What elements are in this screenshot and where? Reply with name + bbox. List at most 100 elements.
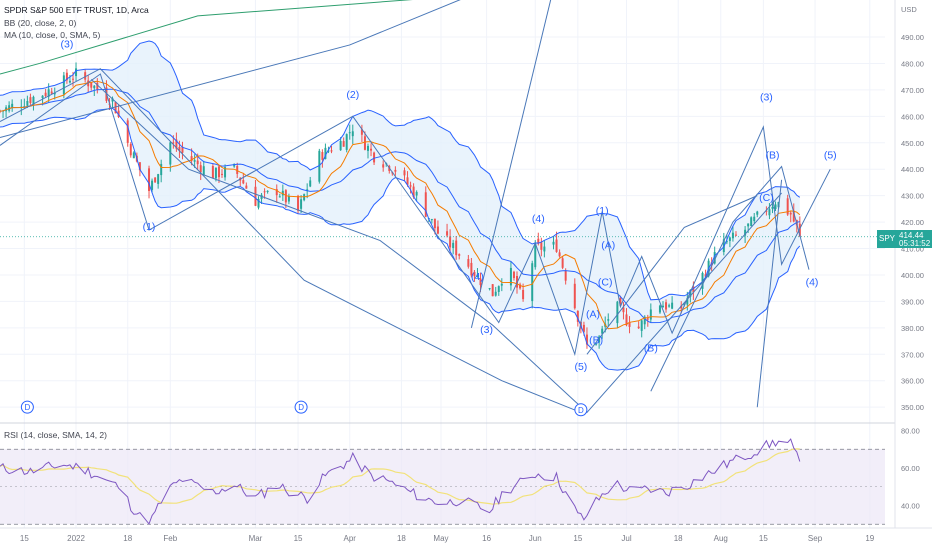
candle-body (300, 199, 303, 209)
candle (446, 223, 449, 238)
rsi-legend[interactable]: RSI (14, close, SMA, 14, 2) (4, 430, 107, 440)
candle-body (731, 232, 734, 239)
candle-body (242, 180, 245, 184)
dividend-marker-label: D (24, 403, 30, 412)
candle-body (689, 289, 692, 297)
candle (765, 206, 768, 216)
candle (160, 159, 163, 183)
candle-body (360, 129, 363, 135)
candle (728, 236, 731, 248)
wave-lines (0, 0, 831, 414)
candle-body (455, 240, 458, 256)
candle (360, 124, 363, 143)
wave-label: (B) (589, 335, 603, 347)
candle-body (671, 302, 674, 309)
bollinger-legend[interactable]: BB (20, close, 2, 0) (4, 18, 77, 28)
candle (789, 210, 792, 223)
candle-body (8, 105, 11, 111)
dividend-marker-label: D (578, 406, 584, 415)
time-tick-label: May (433, 534, 448, 543)
candle-body (573, 283, 576, 309)
chart-title[interactable]: SPDR S&P 500 ETF TRUST, 1D, Arca (4, 5, 149, 15)
candle (665, 299, 668, 313)
candle-body (403, 170, 406, 176)
candle (394, 166, 397, 176)
candle-body (436, 226, 439, 234)
candle-body (725, 241, 728, 243)
candle-body (519, 284, 522, 289)
wave-label: (5) (574, 361, 587, 373)
candle-body (321, 152, 324, 160)
candle (750, 216, 753, 227)
price-tick-label: 350.00 (901, 403, 924, 412)
dividend-marker: D (294, 400, 308, 414)
candle-body (236, 165, 239, 174)
candle-body (792, 210, 795, 222)
bollinger-lower-line (0, 107, 801, 371)
candle-body (470, 262, 473, 276)
candle-body (263, 191, 266, 193)
candle-body (534, 242, 537, 268)
candle (202, 160, 205, 177)
candle-body (138, 162, 141, 171)
wave-label: (1) (143, 221, 156, 233)
candle-body (771, 206, 774, 209)
candle-body (680, 305, 683, 309)
wave-label: (B) (765, 150, 779, 162)
candle-body (382, 164, 385, 168)
candle-body (373, 152, 376, 163)
candle-body (668, 305, 671, 307)
candle (458, 253, 461, 260)
candle-body (467, 259, 470, 267)
candle (348, 124, 351, 140)
candle (366, 143, 369, 159)
candle-body (75, 68, 78, 77)
candle (309, 176, 312, 188)
wave-line (650, 165, 810, 392)
candle-body (734, 234, 737, 236)
candle (768, 203, 771, 220)
candle-body (93, 85, 96, 89)
candle (87, 75, 90, 93)
candle-body (327, 150, 330, 152)
candle-body (640, 320, 643, 331)
time-tick-label: 2022 (67, 534, 85, 543)
candle-body (65, 72, 68, 81)
candle-body (41, 95, 44, 99)
candle (96, 78, 99, 94)
candle (284, 189, 287, 208)
candle-body (576, 310, 579, 322)
price-tick-label: 470.00 (901, 86, 924, 95)
candle (668, 303, 671, 308)
candle (622, 302, 625, 320)
candle-body (178, 146, 181, 151)
dividend-marker: D (20, 400, 34, 414)
moving-average-legend[interactable]: MA (10, close, 0, SMA, 5) (4, 30, 101, 40)
candle-body (224, 167, 227, 178)
candle (406, 171, 409, 187)
candle (254, 180, 257, 207)
price-tick-label: 390.00 (901, 297, 924, 306)
price-tick-label: 490.00 (901, 33, 924, 42)
candle-body (601, 328, 604, 334)
candle-body (713, 252, 716, 264)
candle-body (531, 263, 534, 302)
candle-body (750, 217, 753, 227)
candle (221, 169, 224, 178)
candle-body (202, 166, 205, 175)
candle-body (193, 160, 196, 162)
candle-body (114, 102, 117, 114)
candle-body (728, 237, 731, 241)
candle (452, 239, 455, 255)
candle-body (50, 91, 53, 94)
candle-body (126, 120, 129, 143)
time-tick-label: Sep (808, 534, 823, 543)
candle-body (430, 219, 433, 221)
candle (403, 167, 406, 182)
candle (154, 177, 157, 183)
price-tag-countdown: 05:31:52 (899, 239, 931, 248)
bollinger-basis-line (0, 88, 800, 324)
candle-body (458, 254, 461, 256)
candle-body (555, 239, 558, 252)
